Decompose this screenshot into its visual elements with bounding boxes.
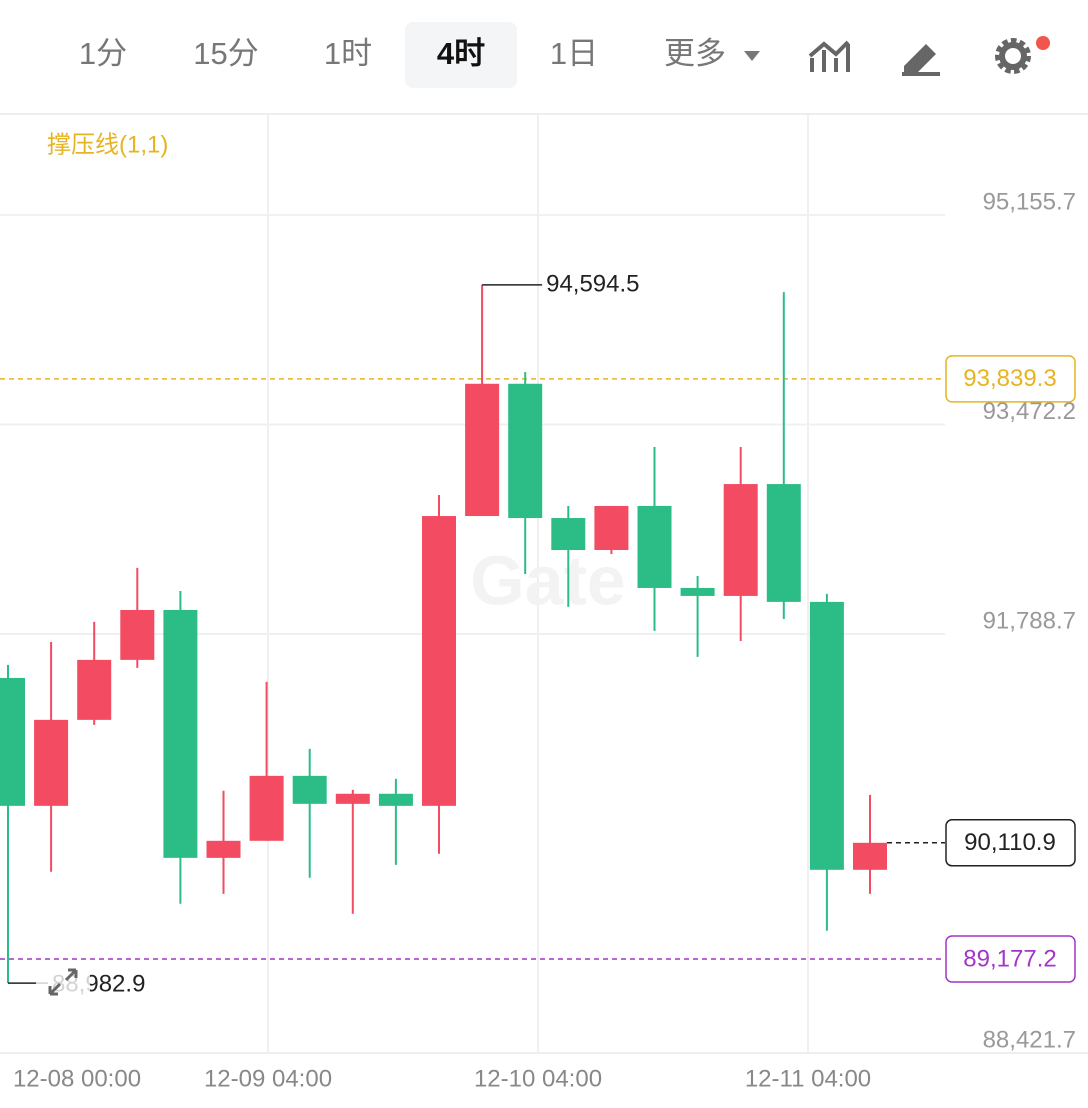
watermark: Gate	[470, 541, 626, 619]
candle-body	[766, 484, 801, 602]
y-tick-label: 88,421.7	[983, 1026, 1076, 1053]
active-tab-bg	[405, 22, 517, 88]
candle-body	[637, 505, 672, 588]
x-tick-label: 12-10 04:00	[474, 1065, 602, 1092]
candle-body	[422, 516, 456, 806]
max-label: 94,594.5	[546, 270, 639, 297]
indicator-legend: 撑压线(1,1)	[47, 131, 168, 158]
tab[interactable]: 4时	[437, 36, 485, 71]
price-label: 93,839.3	[963, 365, 1056, 392]
icon-path	[48, 968, 78, 996]
candle-body	[551, 518, 586, 551]
toolbar: 1分 15分 1时 4时 1日 更多	[0, 22, 1088, 115]
price-label-box	[945, 935, 1076, 983]
price-label: 90,110.9	[964, 829, 1056, 856]
tab[interactable]: 15分	[193, 36, 258, 71]
candle-body	[378, 793, 413, 806]
candle-body	[465, 383, 500, 517]
price-label: 89,177.2	[963, 945, 1056, 972]
candle-body	[249, 775, 284, 841]
expand-button[interactable]	[36, 960, 90, 1008]
candle-body	[508, 383, 543, 519]
x-tick-label: 12-09 04:00	[204, 1065, 332, 1092]
price-label-box	[945, 355, 1076, 403]
candle-body	[723, 484, 758, 596]
tab[interactable]: 更多	[664, 36, 726, 71]
settings-icon[interactable]	[995, 36, 1050, 74]
candle-body	[34, 719, 69, 806]
dropdown-arrow	[744, 51, 760, 61]
candle-body	[680, 587, 715, 596]
notification-dot	[1036, 36, 1050, 50]
chart-type-icon[interactable]	[808, 40, 850, 72]
x-tick-label: 12-11 04:00	[745, 1065, 871, 1092]
candle-body	[809, 601, 844, 870]
candle-body	[594, 505, 629, 551]
icon-path	[999, 42, 1027, 70]
candle-body	[335, 793, 370, 804]
tab[interactable]: 1分	[79, 36, 127, 71]
icon-path	[808, 40, 850, 72]
y-tick-label: 91,788.7	[983, 607, 1076, 634]
y-tick-label: 95,155.7	[983, 188, 1076, 215]
candle-body	[0, 677, 25, 806]
candle-body	[163, 609, 198, 858]
draw-icon[interactable]	[902, 44, 940, 76]
button-bg	[36, 960, 90, 1008]
candle-body	[206, 840, 241, 858]
price-label-box	[945, 819, 1076, 867]
tab[interactable]: 1时	[324, 36, 372, 71]
candle-body	[853, 842, 887, 870]
candle-body	[292, 775, 327, 804]
icon-path	[904, 44, 936, 76]
tab[interactable]: 1日	[550, 36, 598, 71]
candle-body	[120, 609, 155, 660]
candle-body	[77, 659, 112, 720]
x-tick-label: 12-08 00:00	[13, 1065, 141, 1092]
